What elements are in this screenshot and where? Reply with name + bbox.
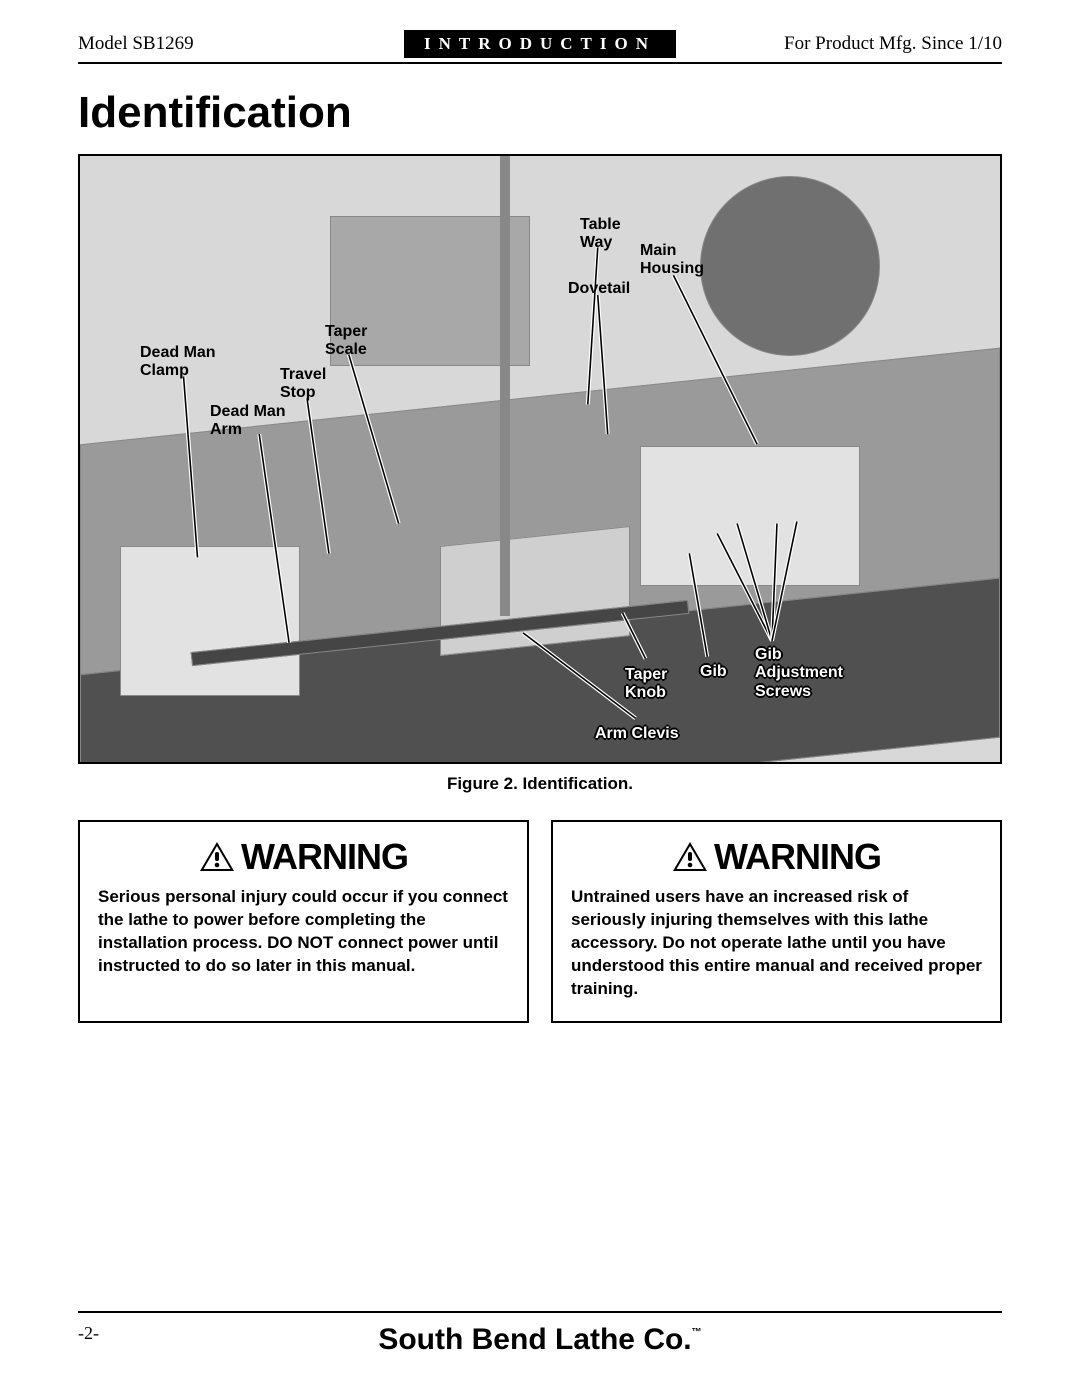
figure-label-travel-stop: TravelStop [280,366,326,403]
figure-label-dead-man-clamp: Dead ManClamp [140,344,216,381]
warning-title: WARNING [241,836,408,878]
warning-icon [672,841,708,873]
figure-label-gib: Gib [700,663,727,681]
header-model: Model SB1269 [78,33,404,55]
page-footer: -2- South Bend Lathe Co.™ [78,1311,1002,1357]
page-number: -2- [78,1323,138,1344]
trademark: ™ [692,1327,702,1338]
figure-label-main-housing: MainHousing [640,242,704,279]
figure-label-dovetail: Dovetail [568,280,630,298]
figure-label-taper-knob: TaperKnob [625,666,667,703]
header-section: INTRODUCTION [404,30,676,58]
warnings-row: WARNING Serious personal injury could oc… [78,820,1002,1023]
warning-icon [199,841,235,873]
footer-brand-text: South Bend Lathe Co. [378,1323,691,1356]
figure-label-table-way: TableWay [580,216,621,253]
page-header: Model SB1269 INTRODUCTION For Product Mf… [78,30,1002,64]
header-mfg: For Product Mfg. Since 1/10 [676,33,1002,55]
figure-label-dead-man-arm: Dead ManArm [210,403,286,440]
section-title: Identification [78,88,1002,138]
warning-text: Untrained users have an increased risk o… [571,886,982,1001]
figure-label-taper-scale: TaperScale [325,323,367,360]
identification-figure: TableWay MainHousing Dovetail TaperScale Dea… [78,154,1002,764]
footer-brand: South Bend Lathe Co.™ [138,1323,942,1357]
warning-text: Serious personal injury could occur if y… [98,886,509,978]
warning-box-1: WARNING Serious personal injury could oc… [78,820,529,1023]
figure-caption: Figure 2. Identification. [78,774,1002,794]
figure-label-arm-clevis: Arm Clevis [595,725,679,743]
warning-box-2: WARNING Untrained users have an increase… [551,820,1002,1023]
figure-label-gib-adj: GibAdjustmentScrews [755,646,843,701]
warning-title: WARNING [714,836,881,878]
